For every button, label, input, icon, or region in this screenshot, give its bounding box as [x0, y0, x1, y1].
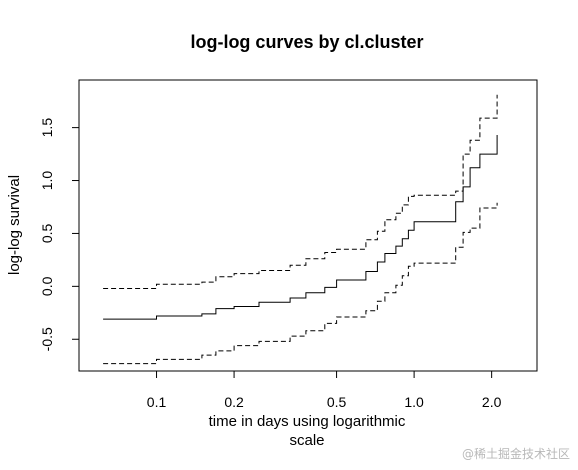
y-axis: -0.5 0.0 0.5 1.0 1.5 [39, 118, 80, 351]
y-tick-label: 0.5 [39, 223, 55, 243]
chart-title: log-log curves by cl.cluster [190, 32, 423, 52]
x-tick-label: 1.0 [404, 394, 424, 410]
x-tick-label: 2.0 [482, 394, 502, 410]
series-line-1 [103, 135, 498, 320]
series-line-2 [103, 94, 498, 289]
x-axis: 0.1 0.2 0.5 1.0 2.0 [147, 370, 502, 410]
x-tick-label: 0.1 [147, 394, 167, 410]
series-line-3 [103, 202, 498, 365]
y-tick-label: 1.0 [39, 171, 55, 191]
y-tick-label: 0.0 [39, 276, 55, 296]
y-axis-label: log-log survival [6, 175, 23, 275]
x-axis-label: time in days using logarithmic [209, 413, 406, 430]
x-tick-label: 0.2 [224, 394, 244, 410]
x-axis-label-line2: scale [289, 432, 324, 449]
y-tick-label: 1.5 [39, 118, 55, 138]
y-tick-label: -0.5 [39, 327, 55, 351]
plot-area-border [78, 79, 538, 372]
x-tick-label: 0.5 [327, 394, 347, 410]
watermark: @稀土掘金技术社区 [461, 447, 570, 461]
series-layer [103, 94, 498, 365]
